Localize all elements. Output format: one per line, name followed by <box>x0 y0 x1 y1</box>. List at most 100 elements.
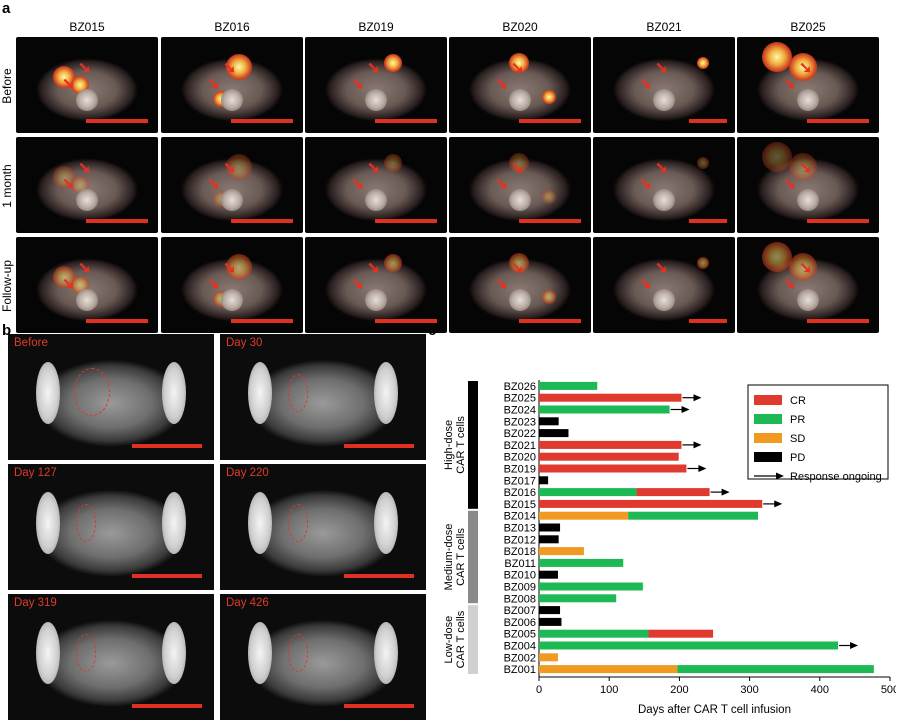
response-bar-pr <box>539 594 617 603</box>
patient-label: BZ017 <box>504 475 536 487</box>
ct-image: Day 30 <box>220 334 426 460</box>
response-bar-cr <box>539 440 682 449</box>
legend-label: PR <box>790 414 805 426</box>
scale-bar <box>689 319 727 323</box>
pet-ct-image: ➘ ➘ <box>305 137 447 233</box>
pet-ct-image: ➘ ➘ <box>593 137 735 233</box>
lesion-arrow-icon: ➘ <box>367 60 381 77</box>
lesion-arrow-icon: ➘ <box>351 176 365 193</box>
lesion-arrow-icon: ➘ <box>351 276 365 293</box>
legend-label: Response ongoing <box>790 471 882 483</box>
lesion-arrow-icon: ➘ <box>783 276 797 293</box>
lesion-arrow-icon: ➘ <box>223 60 237 77</box>
response-bar-pr <box>677 665 874 674</box>
pelvic-bone <box>162 362 186 424</box>
pet-ct-image: ➘ ➘ <box>593 237 735 333</box>
scale-bar <box>807 219 869 223</box>
scale-bar <box>519 319 581 323</box>
patient-label: BZ004 <box>504 641 536 653</box>
patient-label: BZ011 <box>504 558 536 570</box>
pet-ct-image: ➘ ➘ <box>161 37 303 133</box>
pet-ct-image: ➘ ➘ <box>737 237 879 333</box>
scale-bar <box>375 119 437 123</box>
row-header-1-month: 1 month <box>0 164 14 208</box>
pelvic-bone <box>248 492 272 554</box>
patient-label: BZ009 <box>504 582 536 594</box>
lesion-outline <box>288 634 308 672</box>
pelvic-bone <box>248 362 272 424</box>
lesion-arrow-icon: ➘ <box>783 76 797 93</box>
scale-bar <box>231 319 293 323</box>
pet-ct-image: ➘ ➘ <box>305 237 447 333</box>
lesion-arrow-icon: ➘ <box>62 276 76 293</box>
pet-ct-image: ➘ ➘ <box>16 37 158 133</box>
lesion-arrow-icon: ➘ <box>495 76 509 93</box>
lesion-arrow-icon: ➘ <box>78 160 92 177</box>
scale-bar <box>344 444 414 448</box>
lesion-arrow-icon: ➘ <box>62 76 76 93</box>
dose-group-bar-low <box>468 605 478 674</box>
lesion-arrow-icon: ➘ <box>367 260 381 277</box>
ct-timepoint-label: Day 30 <box>226 337 263 349</box>
x-tick-label: 400 <box>811 684 829 696</box>
arrow-head-icon <box>693 394 702 402</box>
scale-bar <box>519 219 581 223</box>
dose-group-label: Medium-dose <box>443 524 455 591</box>
response-bar-pr <box>539 641 839 650</box>
patient-label: BZ012 <box>504 534 536 546</box>
pelvic-bone <box>36 362 60 424</box>
patient-label: BZ022 <box>504 428 536 440</box>
pet-ct-image: ➘ ➘ <box>449 37 591 133</box>
lesion-arrow-icon: ➘ <box>799 160 813 177</box>
scale-bar <box>231 219 293 223</box>
row-header-follow-up: Follow-up <box>0 259 14 313</box>
patient-label: BZ002 <box>504 652 536 664</box>
patient-label: BZ005 <box>504 629 536 641</box>
arrow-head-icon <box>776 472 784 480</box>
column-header-bz021: BZ021 <box>646 20 682 34</box>
scale-bar <box>132 574 202 578</box>
pet-ct-grid: BZ015 BZ016 BZ019 BZ020 BZ021 BZ025 Before 1 mo… <box>0 20 900 333</box>
response-bar-pr <box>628 511 759 520</box>
response-bar-pd <box>539 535 559 544</box>
pelvic-bone <box>162 622 186 684</box>
ct-timepoint-label: Day 127 <box>14 467 57 479</box>
pet-ct-image: ➘ ➘ <box>449 237 591 333</box>
response-bar-cr <box>539 452 679 461</box>
response-bar-sd <box>539 511 629 520</box>
lesion-arrow-icon: ➘ <box>495 176 509 193</box>
dose-group-label: CAR T cells <box>455 528 467 586</box>
dose-group-bar-high <box>468 381 478 509</box>
legend-label: SD <box>790 433 805 445</box>
scale-bar <box>132 444 202 448</box>
scale-bar <box>86 319 148 323</box>
lesion-arrow-icon: ➘ <box>223 160 237 177</box>
legend-swatch-pd <box>754 452 782 462</box>
response-bar-pr <box>539 488 637 497</box>
response-bar-pr <box>539 582 643 591</box>
response-bar-cr <box>636 488 710 497</box>
response-bar-pr <box>539 629 649 638</box>
patient-label: BZ018 <box>504 546 536 558</box>
lesion-arrow-icon: ➘ <box>639 176 653 193</box>
lesion-arrow-icon: ➘ <box>207 76 221 93</box>
arrow-head-icon <box>698 465 707 472</box>
patient-label: BZ014 <box>504 511 536 523</box>
ct-image: Before <box>8 334 214 460</box>
patient-label: BZ019 <box>504 464 536 476</box>
lesion-outline <box>288 374 308 412</box>
panel-label-b: b <box>2 322 12 339</box>
x-tick-label: 300 <box>740 684 758 696</box>
lesion-arrow-icon: ➘ <box>495 276 509 293</box>
response-bar-cr <box>648 629 714 638</box>
x-tick-label: 500 <box>881 684 896 696</box>
dose-group-label: High-dose <box>443 420 455 470</box>
arrow-head-icon <box>774 500 783 508</box>
scale-bar <box>344 704 414 708</box>
patient-label: BZ013 <box>504 523 536 535</box>
pet-ct-image: ➘ ➘ <box>449 137 591 233</box>
ct-timepoint-label: Day 220 <box>226 467 269 479</box>
response-bar-sd <box>539 653 558 662</box>
pelvic-bone <box>36 492 60 554</box>
ct-image: Day 220 <box>220 464 426 590</box>
